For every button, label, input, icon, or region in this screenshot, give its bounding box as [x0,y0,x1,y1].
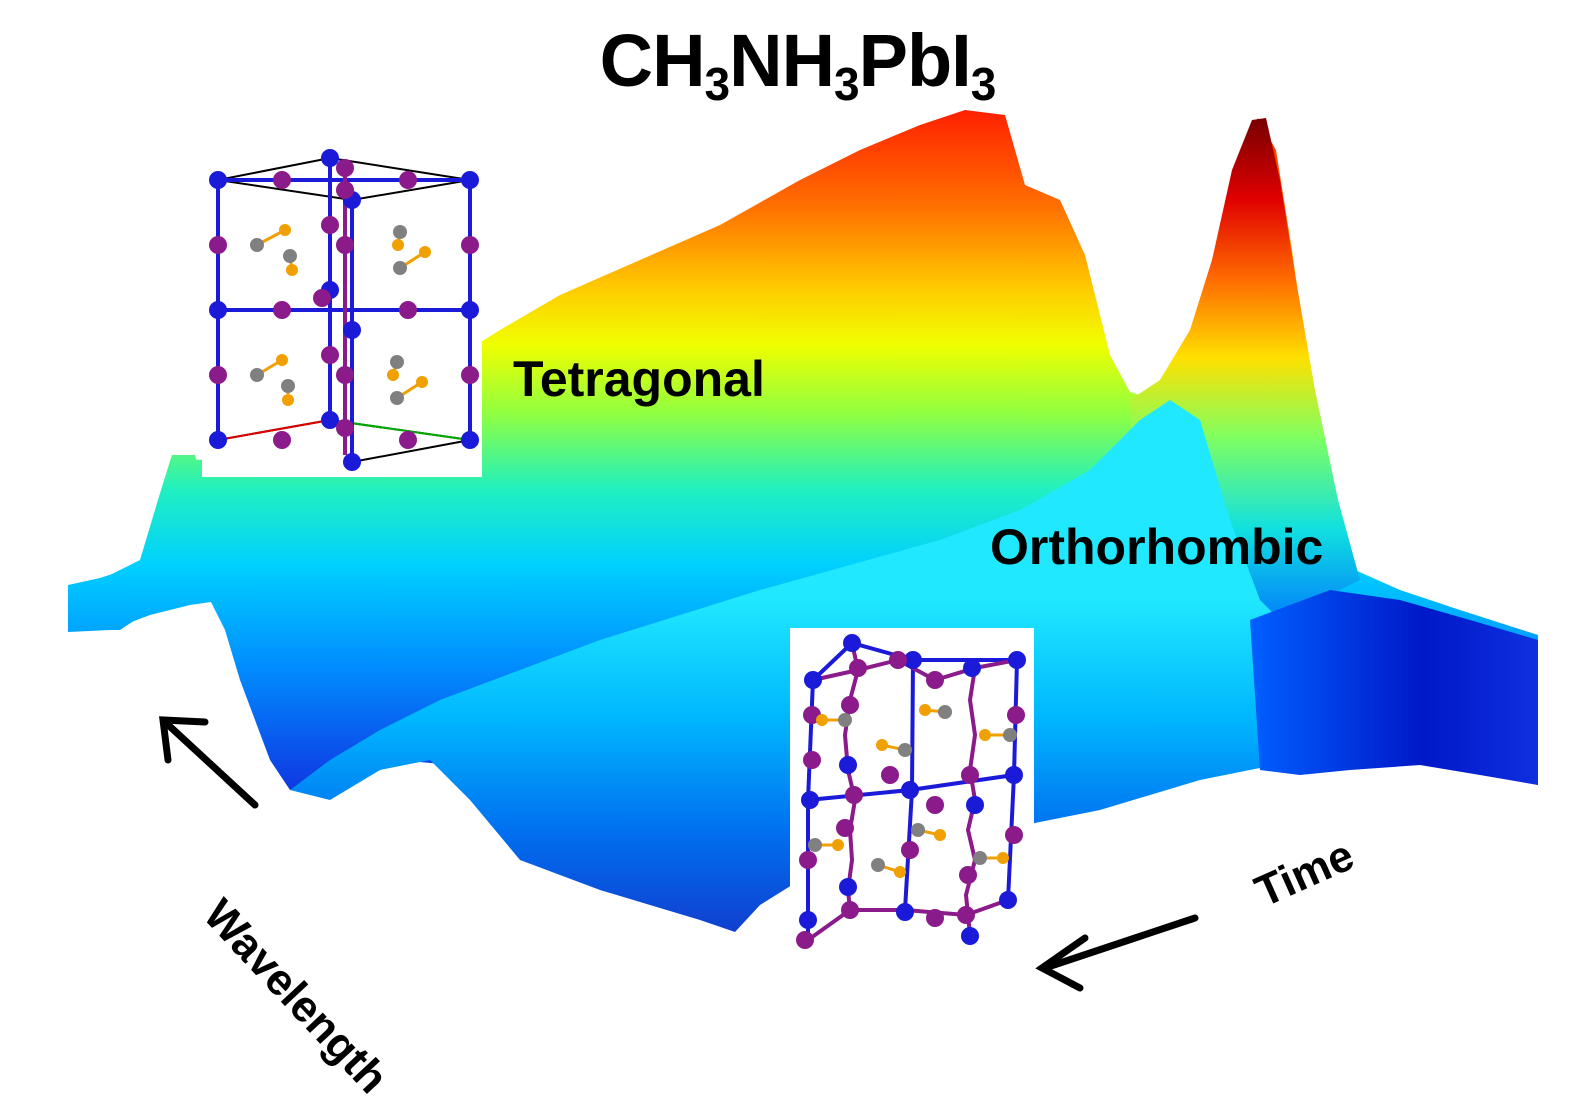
time-arrow-icon [1035,914,1199,992]
formula-subscript: 3 [704,58,731,110]
formula-subscript: 3 [970,58,997,110]
chemical-formula-title: CH3NH3PbI3 [0,18,1595,111]
formula-part: NH [729,19,835,102]
wavelength-arrow-icon [159,716,259,809]
orthorhombic-crystal-structure-icon [790,628,1034,950]
orthorhombic-phase-label: Orthorhombic [990,519,1324,575]
surface-plot-canvas [68,110,1538,992]
right-tail-surface [1250,590,1538,785]
formula-subscript: 3 [834,58,860,110]
tetragonal-phase-label: Tetragonal [513,351,765,407]
tetragonal-crystal-structure-icon [202,145,482,477]
left-bump-surface [68,455,225,632]
formula-part: PbI [858,19,972,102]
formula-part: CH [599,19,706,102]
